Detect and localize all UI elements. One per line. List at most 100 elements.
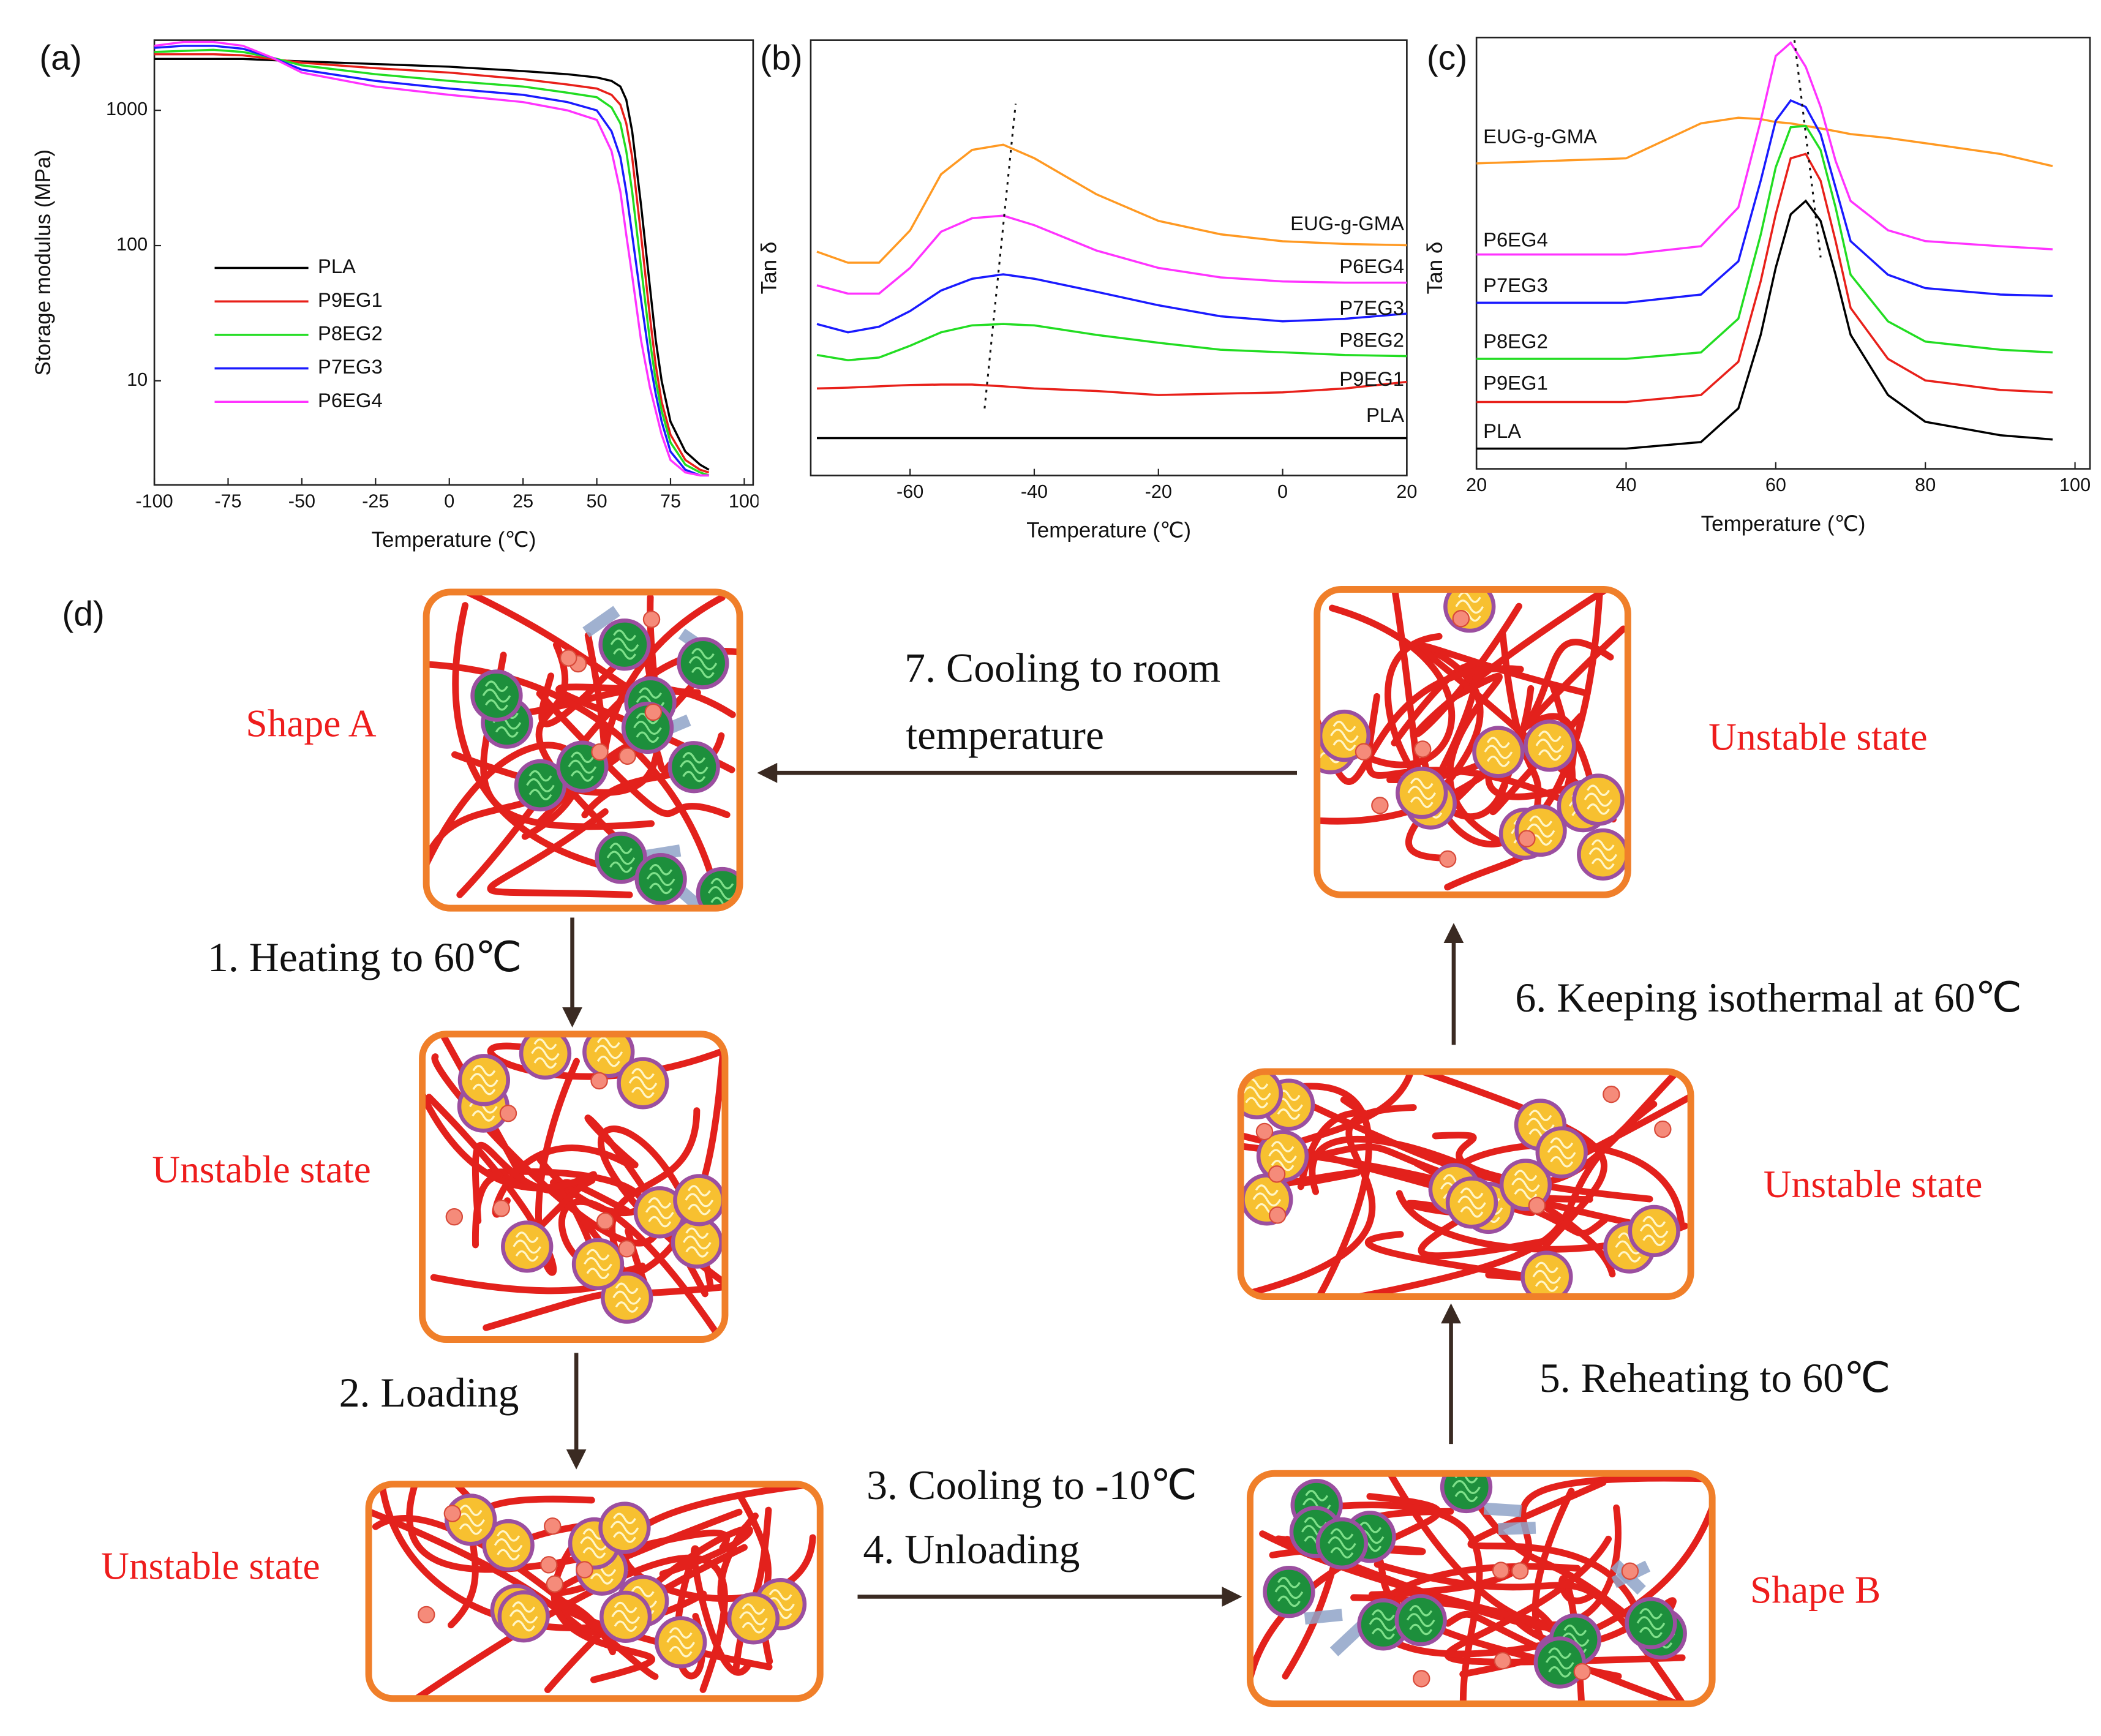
domain-texture (1588, 839, 1618, 870)
crosslink (1621, 1562, 1639, 1580)
panel-label: (d) (62, 595, 105, 633)
y-tick-label: 100 (116, 234, 148, 255)
x-tick-label: 50 (587, 490, 607, 511)
x-tick-label: 25 (513, 490, 533, 511)
series-line (816, 323, 1407, 361)
crosslink (1371, 797, 1389, 814)
x-axis-label: Temperature (℃) (372, 528, 536, 552)
domain-texture (739, 1603, 768, 1634)
crosslink (644, 703, 663, 721)
domain-texture (594, 1037, 623, 1067)
chain (1499, 631, 1542, 829)
panel-label: (c) (1427, 39, 1467, 77)
legend-label: P7EG3 (318, 355, 383, 378)
domain-texture (1535, 731, 1565, 761)
domain-texture (610, 1512, 639, 1543)
chain (1241, 1141, 1609, 1237)
peak-guide (983, 103, 1017, 409)
x-tick-label: -25 (362, 490, 389, 511)
x-tick-label: 0 (1277, 481, 1288, 502)
series-line (154, 53, 710, 474)
x-tick-label: -40 (1021, 481, 1048, 502)
series-line (816, 143, 1407, 264)
crosslink (1492, 1561, 1510, 1579)
chain (1317, 1501, 1483, 1704)
domain-texture (685, 1185, 714, 1216)
y-axis-label: Tan δ (757, 242, 781, 295)
series-label: P7EG3 (1483, 274, 1548, 296)
crosslink (1573, 1663, 1591, 1681)
state-label: Unstable state (101, 1544, 320, 1587)
crosslink (1603, 1085, 1620, 1103)
crystal-bar (1329, 1621, 1366, 1656)
crosslink (1268, 1206, 1287, 1224)
state-label: Unstable state (1764, 1162, 1983, 1206)
domain-texture (1636, 1608, 1666, 1639)
state-box-border (419, 1031, 729, 1343)
domain-texture (688, 648, 718, 678)
plot-frame (153, 39, 754, 486)
x-tick-label: 75 (660, 490, 681, 511)
state-box-border (1246, 1470, 1716, 1707)
domain-texture (1484, 737, 1513, 767)
x-axis-label: Temperature (℃) (1701, 512, 1866, 536)
chain (1489, 685, 1584, 816)
domain-texture (1457, 1187, 1486, 1218)
state-box-border (1314, 586, 1631, 898)
chain (487, 808, 633, 898)
network (1250, 1473, 1713, 1704)
chain (430, 1034, 725, 1294)
series-label: PLA (1366, 404, 1404, 426)
network (369, 1484, 816, 1699)
series-label: PLA (1483, 419, 1521, 442)
crystal-bar (1304, 1609, 1343, 1625)
chain (1445, 1610, 1679, 1704)
chain (422, 1061, 597, 1251)
domain-texture (584, 1249, 612, 1279)
domain-texture (1639, 1216, 1669, 1246)
domain-texture (666, 1627, 695, 1658)
step-label: 1. Heating to 60℃ (208, 934, 522, 980)
domain-texture (1268, 1141, 1297, 1171)
plot-frame (1475, 36, 2091, 470)
chain (1288, 1083, 1372, 1297)
chart-panel: -60 -40 -20 0 20 Temperature (℃) Tan δ (b) EUG-g… (757, 39, 1418, 542)
crosslink (1528, 1197, 1546, 1214)
network (426, 592, 740, 909)
crosslink (596, 1212, 614, 1230)
series-label: P7EG3 (1339, 296, 1404, 319)
series-line (154, 58, 710, 471)
chain (426, 742, 583, 898)
crosslink (1255, 1122, 1274, 1141)
network (1241, 1072, 1691, 1297)
series-label: P6EG4 (1483, 228, 1548, 250)
domain-texture (1330, 720, 1359, 751)
series-line (816, 214, 1407, 295)
chart-panel: 20 40 60 80 100 Temperature (℃) Tan δ (c) EUG-g-… (1423, 36, 2091, 536)
domain-texture (531, 1038, 560, 1069)
domain-texture (494, 1530, 523, 1561)
panel-label: (b) (760, 39, 802, 77)
legend-label: P8EG2 (318, 322, 383, 345)
step-label: temperature (906, 712, 1104, 758)
plot-frame (810, 39, 1408, 476)
chain (1309, 1135, 1616, 1278)
domain-texture (612, 1282, 641, 1313)
crosslink (499, 1104, 517, 1122)
step-label: 6. Keeping isothermal at 60℃ (1515, 975, 2021, 1021)
domain-texture (606, 843, 636, 873)
chain (1385, 633, 1508, 820)
domain-texture (568, 751, 597, 782)
y-tick-label: 1000 (106, 99, 148, 119)
x-tick-label: -60 (896, 481, 923, 502)
domain-texture (1407, 778, 1437, 808)
series-label: EUG-g-GMA (1290, 212, 1404, 235)
step-label: 3. Cooling to -10℃ (866, 1462, 1197, 1508)
chain (535, 641, 664, 884)
crosslink (445, 1208, 464, 1226)
domain-texture (610, 629, 639, 660)
state-box-border (1237, 1068, 1694, 1300)
crosslink (560, 649, 577, 667)
